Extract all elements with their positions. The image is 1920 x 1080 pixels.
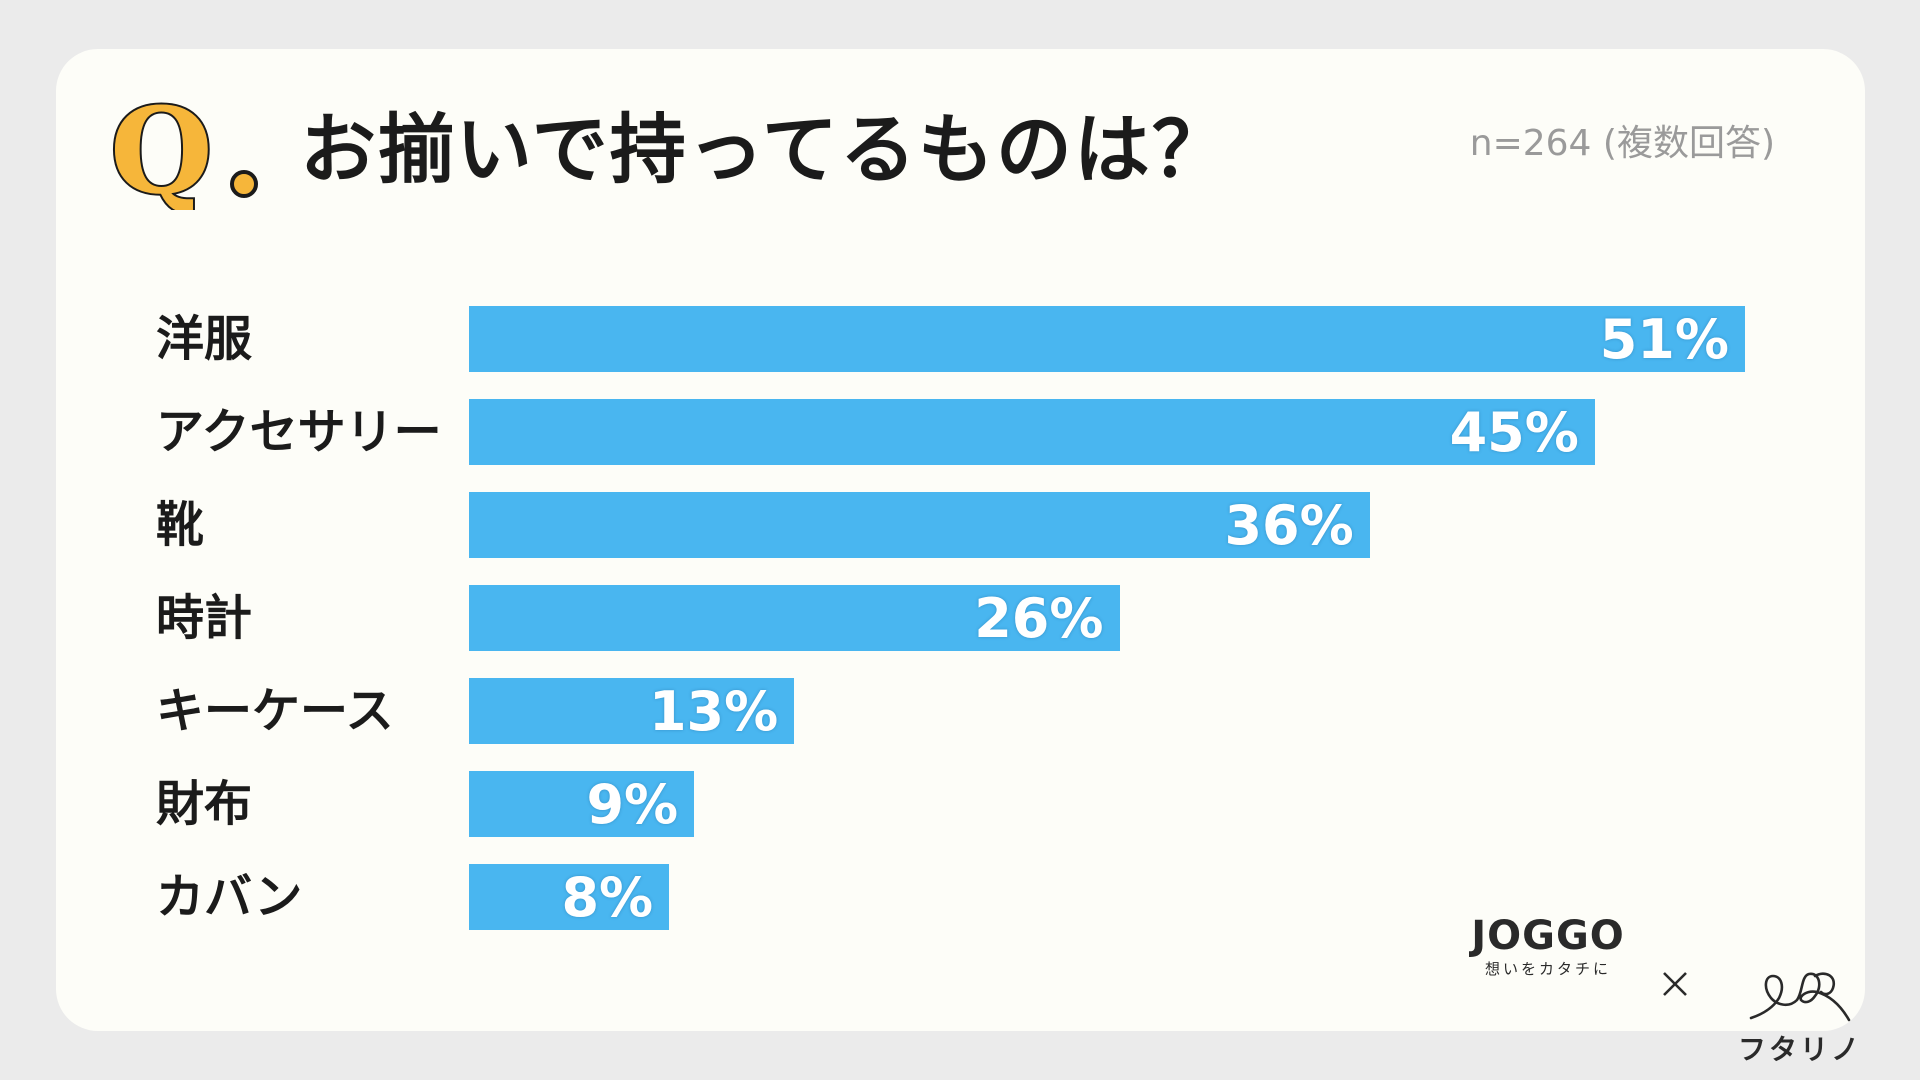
q-dot — [230, 170, 258, 198]
bar-value-label: 51% — [1599, 308, 1729, 371]
category-label: 時計 — [156, 590, 253, 646]
bar — [469, 306, 1745, 372]
futarino-loops-icon — [1749, 972, 1851, 1022]
bar-row: 財布 9% — [0, 771, 1920, 837]
category-label: 洋服 — [156, 311, 253, 367]
futarino-wordmark: フタリノ — [1737, 1033, 1862, 1066]
bar — [469, 864, 670, 930]
futarino-logo: フタリノ — [1735, 968, 1865, 1068]
bar-value-label: 26% — [974, 587, 1104, 650]
joggo-tagline: 想いをカタチに — [1484, 960, 1611, 978]
question-title: お揃いで持ってるものは？ — [300, 105, 1230, 194]
bar — [469, 399, 1595, 465]
bar-row: 時計 26% — [0, 585, 1920, 651]
bar-value-label: 36% — [1224, 494, 1354, 557]
collab-cross-icon — [1663, 972, 1687, 996]
bar-row: カバン 8% — [0, 864, 1920, 930]
joggo-logo: JOGGO 想いをカタチに — [1468, 914, 1628, 980]
bar-row: 靴 36% — [0, 492, 1920, 558]
bar — [469, 678, 795, 744]
bar — [469, 585, 1120, 651]
bar-value-label: 8% — [561, 866, 654, 929]
bar-row: 洋服 51% — [0, 306, 1920, 372]
sample-size-note: n=264 (複数回答) — [1469, 123, 1775, 164]
category-label: 靴 — [156, 497, 205, 553]
q-letter: Q — [110, 81, 213, 210]
category-label: キーケース — [156, 683, 394, 739]
category-label: カバン — [156, 869, 303, 925]
bar-value-label: 9% — [586, 773, 679, 836]
bar-row: キーケース 13% — [0, 678, 1920, 744]
q-badge-icon: Q — [108, 80, 258, 210]
joggo-wordmark: JOGGO — [1471, 913, 1625, 959]
category-label: アクセサリー — [156, 404, 442, 460]
bar — [469, 771, 695, 837]
bar-value-label: 45% — [1449, 401, 1579, 464]
bar-row: アクセサリー 45% — [0, 399, 1920, 465]
bar-value-label: 13% — [648, 680, 779, 743]
bar — [469, 492, 1370, 558]
category-label: 財布 — [156, 776, 253, 832]
